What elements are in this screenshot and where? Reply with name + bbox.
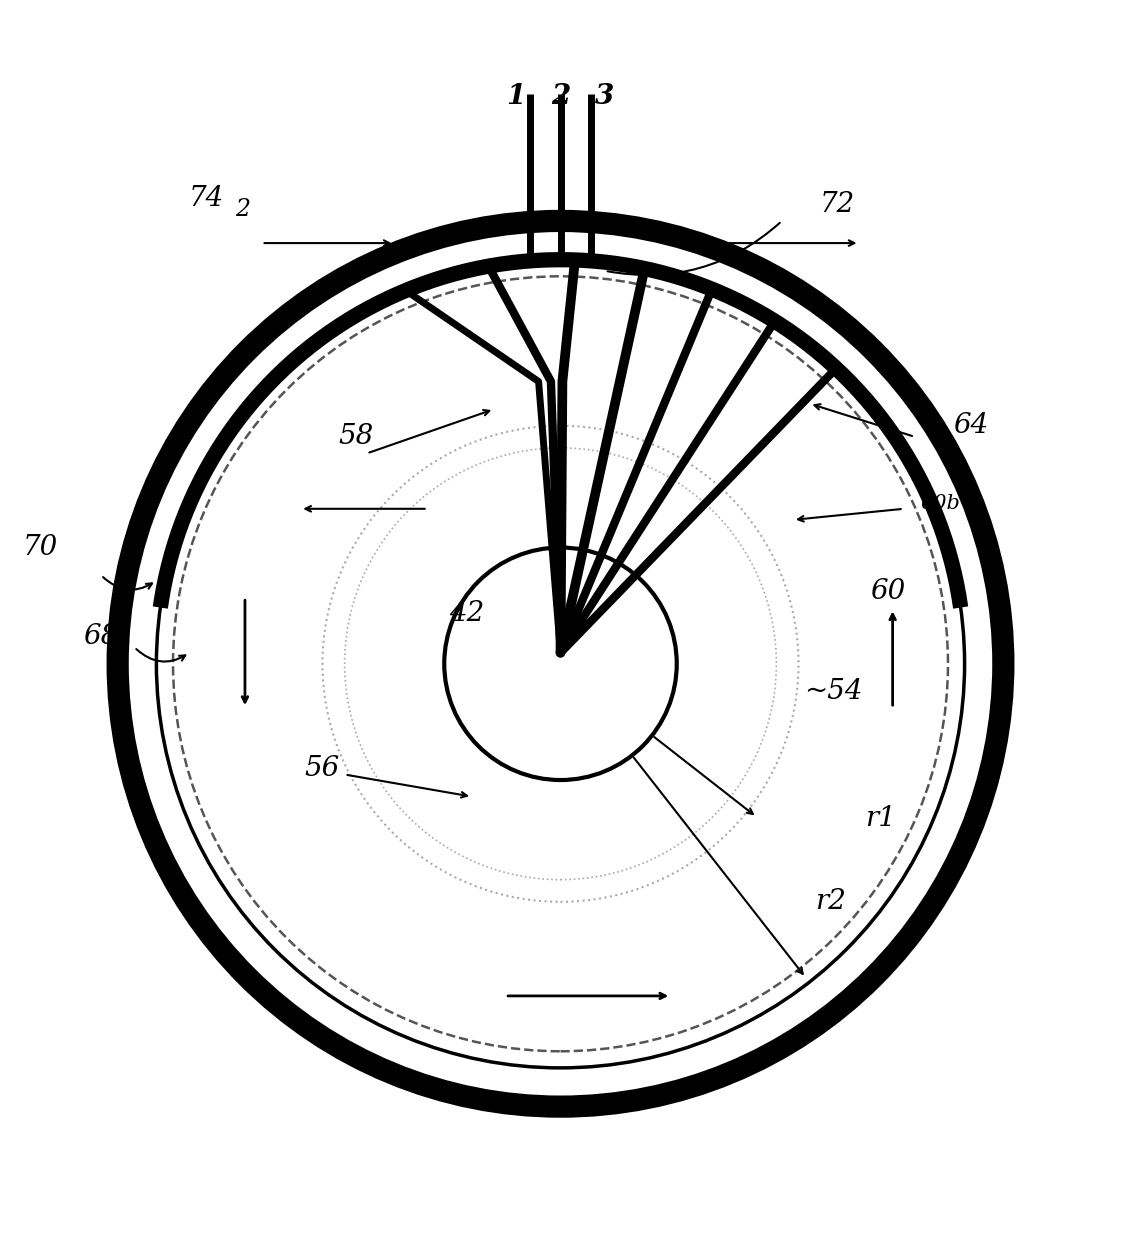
Text: 70: 70 [22,534,58,561]
Text: 68: 68 [83,623,119,649]
Text: 56: 56 [305,756,340,783]
Text: 42: 42 [448,601,484,627]
Text: 3: 3 [595,83,614,110]
Text: 60: 60 [871,579,906,606]
Text: 2: 2 [235,198,250,222]
Text: r1: r1 [865,805,896,833]
Text: 72: 72 [819,191,855,218]
Text: 74: 74 [188,186,224,212]
Text: r2: r2 [815,888,846,916]
Text: 60b: 60b [920,494,961,513]
Text: 58: 58 [339,424,373,450]
Text: ~54: ~54 [804,678,862,705]
Text: 64: 64 [954,413,989,440]
Text: 1: 1 [507,83,526,110]
Text: 2: 2 [550,83,571,110]
